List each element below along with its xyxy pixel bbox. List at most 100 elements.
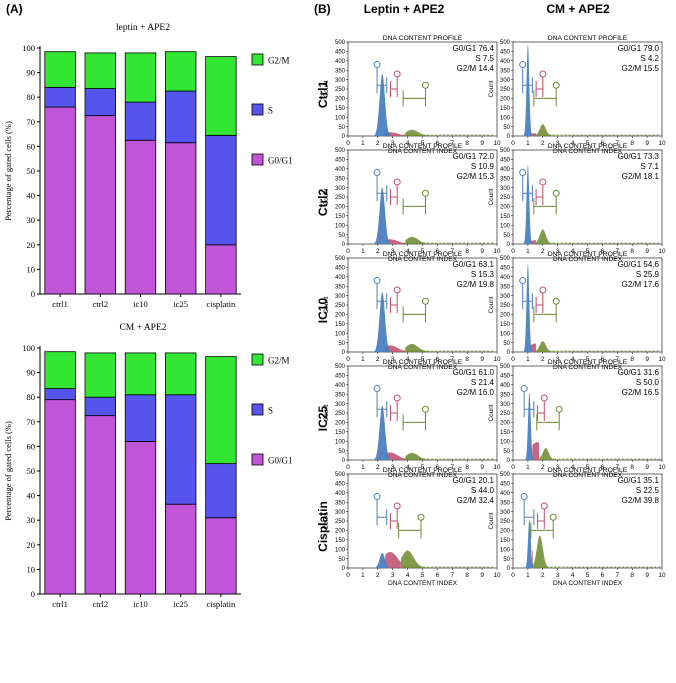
x-tick-label: 9 [480,248,484,255]
x-tick-label: 1 [526,464,530,471]
bar-segment-g2m [44,51,76,88]
phase-label-g2m: G2/M 17.6 [622,280,660,289]
y-tick-label: 0 [31,589,35,599]
gate-handle [519,277,527,285]
histogram-panel: DNA CONTENT PROFILE050100150200250300350… [323,35,501,155]
histogram-g2m-area [405,452,436,460]
y-tick-label: 250 [500,87,511,93]
phase-label-g0g1: G0/G1 61.0 [453,368,495,377]
bar-segment-g2m [84,52,116,89]
histogram-title: DNA CONTENT PROFILE [383,467,463,474]
phase-label-g0g1: G0/G1 72.0 [453,152,495,161]
y-axis-label: Count [488,404,495,421]
row-label: IC25 [316,406,330,432]
row-label: Ctrl1 [316,81,330,109]
y-tick-label: 100 [335,547,346,553]
x-tick-label: 6 [601,356,605,363]
x-tick-label: 0 [346,356,350,363]
gate-handle [539,178,547,186]
y-tick-label: 50 [338,449,345,455]
x-tick-label: 6 [601,572,605,579]
y-tick-label: 350 [500,500,511,506]
histogram-g2m-area [405,129,436,136]
y-tick-label: 250 [500,195,511,201]
y-tick-label: 50 [503,125,510,131]
y-tick-label: 150 [335,322,346,328]
y-tick-label: 300 [500,78,511,84]
y-tick-label: 450 [335,50,346,56]
x-tick-label: 9 [645,140,649,147]
x-axis-label: DNA CONTENT INDEX [388,364,458,371]
y-tick-label: 100 [500,115,511,121]
y-tick-label: 0 [507,242,511,248]
y-tick-label: 0 [342,566,346,572]
bar-segment-s [44,388,76,401]
x-tick-label: 10 [658,572,666,579]
y-tick-label: 50 [503,341,510,347]
x-tick-label: 9 [480,572,484,579]
panel-b-label: (B) [314,2,331,16]
y-tick-label: 0 [507,350,511,356]
histogram-panel: DNA CONTENT PROFILE050100150200250300350… [488,359,666,479]
x-tick-label: 6 [436,248,440,255]
histogram-g2m-area [539,448,570,460]
x-tick-label: 2 [376,572,380,579]
x-tick-label: 3 [391,356,395,363]
y-tick-label: 200 [500,529,511,535]
x-tick-label: 1 [361,464,365,471]
x-tick-label: 7 [451,356,455,363]
bar-segment-g2m [44,351,76,389]
legend-swatch-g2m [251,53,264,66]
x-tick-label: cisplatin [206,299,236,309]
x-tick-label: 1 [526,356,530,363]
gate-handle [552,81,560,89]
y-tick-label: 250 [335,195,346,201]
phase-label-g2m: G2/M 18.1 [622,172,660,181]
legend-swatch-s [251,103,264,116]
y-tick-label: 100 [335,115,346,121]
bar-segment-g2m [124,352,157,396]
x-tick-label: 6 [601,248,605,255]
y-axis-label: Count [323,296,330,313]
x-tick-label: 5 [421,356,425,363]
x-tick-label: 8 [465,572,469,579]
x-tick-label: 3 [556,248,560,255]
y-tick-label: 150 [500,430,511,436]
y-tick-label: 80 [27,92,36,102]
phase-label-s: S 10.9 [471,162,495,171]
y-tick-label: 350 [335,392,346,398]
y-tick-label: 450 [500,158,511,164]
histogram-g2m-area [400,550,432,568]
y-axis-label: Percentage of gated cells (%) [3,421,13,521]
gate-handle [393,70,401,78]
y-tick-label: 90 [27,368,36,378]
y-tick-label: 50 [338,125,345,131]
x-tick-label: 2 [541,464,545,471]
y-tick-label: 300 [500,294,511,300]
histogram-title: DNA CONTENT PROFILE [548,143,628,150]
x-axis-label: DNA CONTENT INDEX [553,580,623,587]
histogram-panel: DNA CONTENT PROFILE050100150200250300350… [488,467,666,587]
y-tick-label: 300 [335,402,346,408]
x-tick-label: 6 [436,140,440,147]
y-axis-label: Percentage of gated cells (%) [3,121,13,221]
x-tick-label: 4 [571,572,575,579]
y-tick-label: 0 [342,242,346,248]
y-tick-label: 500 [335,364,346,370]
y-tick-label: 60 [27,441,36,451]
x-tick-label: 0 [511,572,515,579]
gate-handle [549,513,557,521]
bar-segment-g0g1 [44,106,76,295]
y-tick-label: 400 [500,167,511,173]
histogram-g0g1-area [370,73,395,136]
x-tick-label: ic10 [133,599,148,609]
y-tick-label: 100 [22,43,35,53]
histogram-g0g1-area [515,165,540,244]
bar-segment-g2m [124,52,157,103]
y-tick-label: 0 [342,350,346,356]
row-label: Cisplatin [316,501,330,552]
bar-chart-cm: CM + APE2 Percentage of gated cells (%) 0 1… [3,323,293,609]
y-tick-label: 0 [507,458,511,464]
y-tick-label: 350 [500,176,511,182]
x-tick-label: 3 [556,572,560,579]
